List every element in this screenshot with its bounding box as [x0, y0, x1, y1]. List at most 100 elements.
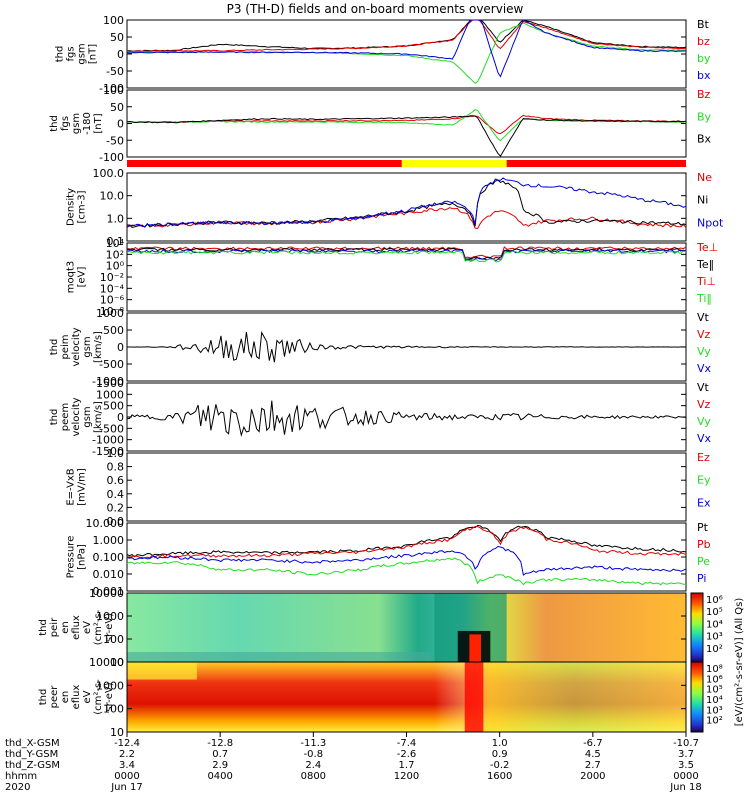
y-tick-label: 0.0	[107, 515, 125, 528]
series-temp-red	[126, 246, 687, 259]
x-column-value: 3.5	[678, 760, 694, 771]
y-axis-label-line: (cm²-s-	[93, 679, 104, 715]
y-axis-label-line: eflux	[71, 685, 82, 710]
x-row-label: thd_Z-GSM	[5, 760, 60, 771]
legend-by: by	[697, 52, 711, 65]
panel-frame	[126, 172, 687, 242]
colorbar-peer-tick: 10⁶	[706, 674, 723, 685]
y-tick-label: 10²	[106, 248, 124, 261]
y-axis-label: thdpeemvelocitygsm[km/s]	[49, 397, 104, 436]
y-tick-label: 0.6	[107, 474, 125, 487]
y-tick-label: 10⁻⁴	[100, 282, 125, 295]
y-tick-label: 100	[103, 703, 124, 716]
series-Npot	[126, 177, 687, 228]
series-Pi	[126, 545, 687, 576]
legend-Vy: Vy	[697, 345, 711, 358]
y-tick-label: 10⁻²	[100, 271, 124, 284]
y-tick-label: 0.8	[107, 461, 125, 474]
series-By	[126, 109, 687, 142]
series-Vt	[126, 400, 687, 438]
y-axis-label: thdpeirenefluxeV(cm²-s-sr-eV)	[38, 609, 115, 645]
x-column-value: -11.3	[300, 738, 326, 749]
series-temp-green	[126, 250, 687, 263]
y-tick-label: 10⁰	[106, 260, 125, 273]
x-column-value: 0400	[207, 771, 232, 782]
legend-Ti‖: Ti‖	[696, 292, 712, 305]
panels-group: 100500-50-100thdfgsgsm[nT]Btbzbybx100500…	[38, 14, 745, 739]
colorbar-peir-tick: 10⁶	[706, 595, 723, 606]
colorbar-peer-tick: 10⁴	[706, 695, 723, 706]
legend-Ni: Ni	[697, 194, 708, 207]
panel-efield: 1.00.80.60.40.20.0 E=-VxB[mV/m] Ez Ey Ex	[66, 447, 711, 528]
y-tick-label: -50	[106, 134, 124, 147]
series-Pb	[126, 525, 687, 559]
colorbar-peir-tick: 10²	[706, 644, 723, 655]
y-axis-label-line: en	[60, 691, 71, 704]
x-column-value: -12.4	[114, 738, 140, 749]
x-column-value: 3.7	[678, 749, 694, 760]
x-column-value: 2.2	[119, 749, 135, 760]
y-tick-label: 0	[117, 341, 124, 354]
y-tick-label: 0.4	[107, 488, 125, 501]
colorbar-peir-tick: 10⁴	[706, 619, 723, 630]
y-axis-label-line: thd	[38, 689, 49, 706]
panel-peir: 10000 1000 100 10 thdpeirenefluxeV(cm²-s-sr-…	[38, 587, 687, 669]
x-column-value: -7.4	[397, 738, 417, 749]
x-column-value: Jun 18	[669, 782, 702, 793]
legend-Pt: Pt	[697, 521, 709, 534]
x-column-value: 1600	[487, 771, 512, 782]
y-axis-label-line: gsm	[82, 336, 93, 357]
y-tick-label: 10	[110, 726, 124, 739]
x-column-value: 3.4	[119, 760, 135, 771]
legend-Bx: Bx	[697, 133, 712, 146]
legend-Vz: Vz	[697, 328, 711, 341]
y-tick-label: 1.000	[93, 534, 125, 547]
legend-Bz: Bz	[697, 88, 711, 101]
y-tick-label: 1000	[96, 679, 124, 692]
y-tick-label: -100	[99, 151, 124, 164]
figure-title: P3 (TH-D) fields and on-board moments ov…	[227, 2, 524, 16]
y-tick-label: 50	[110, 31, 124, 44]
y-axis-label-line: fgs	[60, 116, 71, 131]
x-column-value: 1200	[394, 771, 419, 782]
y-axis-label: thdpeimvelocitygsm[km/s]	[49, 327, 104, 366]
x-column-value: -2.6	[397, 749, 417, 760]
y-tick-label: 10.0	[100, 190, 125, 203]
y-axis-label-line: eflux	[71, 615, 82, 640]
y-axis-label-line: thd	[49, 339, 60, 356]
y-axis-label-line: (cm²-s-	[93, 609, 104, 645]
y-tick-label: 0.1	[107, 235, 125, 248]
colorbar-peer-tick: 10⁵	[706, 685, 723, 696]
panel-peer: 10000 1000 100 10 thdpeerenefluxeV(cm²-s-sr-…	[38, 656, 687, 739]
x-column-value: 0.7	[212, 749, 228, 760]
y-axis-label-line: peim	[60, 334, 71, 359]
legend-Ti⊥: Ti⊥	[696, 275, 716, 288]
x-column-value: -12.8	[207, 738, 233, 749]
series-bx	[126, 19, 686, 78]
y-tick-label: 100	[103, 14, 124, 27]
y-tick-label: 10⁻⁶	[100, 294, 125, 307]
y-tick-label: 0.100	[93, 551, 125, 564]
x-column-value: 1.7	[399, 760, 415, 771]
x-column-value: 0800	[301, 771, 326, 782]
panel-peem: 150010005000-500-1000-1500thdpeemvelocit…	[49, 377, 712, 458]
y-axis-label-line: peer	[49, 685, 60, 709]
x-row-label: hhmm	[5, 771, 37, 782]
y-axis-label-line: eV	[82, 690, 93, 703]
y-tick-label: 10000	[89, 587, 124, 600]
legend-Te⊥: Te⊥	[696, 241, 718, 254]
x-column-value: -0.8	[304, 749, 324, 760]
y-axis-label-line: [mV/m]	[77, 468, 88, 506]
colorbar-peir	[690, 592, 704, 663]
mode-bar-fast	[401, 160, 507, 167]
series-Ne	[126, 207, 687, 230]
y-axis-label-line: [nPa]	[77, 544, 88, 570]
series-Pe	[126, 557, 687, 586]
legend-bz: bz	[697, 35, 710, 48]
panel-pressure: 10.0001.0000.1000.0100.001Pressure[nPa]P…	[66, 517, 711, 598]
legend-Bt: Bt	[697, 18, 710, 31]
y-tick-label: 10.000	[86, 517, 125, 530]
